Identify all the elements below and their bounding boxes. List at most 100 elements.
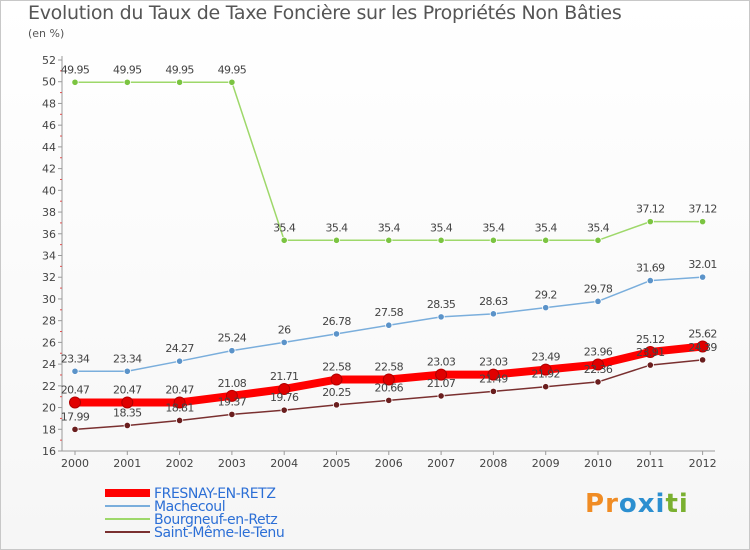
y-tick-label: 34 — [42, 250, 56, 263]
data-point-fresnay-en-retz — [382, 373, 395, 386]
x-tick-label: 2002 — [166, 457, 194, 470]
y-tick-label: 30 — [42, 293, 56, 306]
data-point-saint-me-me-le-tenu — [594, 378, 602, 386]
legend-label: Saint-Même-le-Tenu — [154, 525, 284, 541]
data-label-bourgneuf-en-retz: 35.4 — [325, 221, 348, 234]
data-point-fresnay-en-retz — [644, 345, 657, 358]
data-point-bourgneuf-en-retz — [646, 218, 654, 226]
data-point-bourgneuf-en-retz — [176, 78, 184, 86]
y-tick-label: 50 — [42, 76, 56, 89]
data-point-fresnay-en-retz — [435, 368, 448, 381]
data-point-machecoul — [280, 338, 288, 346]
data-label-fresnay-en-retz: 21.71 — [270, 370, 299, 383]
data-point-machecoul — [123, 367, 131, 375]
data-point-machecoul — [594, 297, 602, 305]
data-point-machecoul — [71, 367, 79, 375]
data-label-saint-me-me-le-tenu: 17.99 — [61, 410, 90, 423]
x-tick-label: 2006 — [375, 457, 403, 470]
data-label-machecoul: 25.24 — [218, 332, 247, 345]
data-point-bourgneuf-en-retz — [123, 78, 131, 86]
data-label-fresnay-en-retz: 23.49 — [531, 351, 560, 364]
data-point-fresnay-en-retz — [696, 340, 709, 353]
data-point-bourgneuf-en-retz — [437, 236, 445, 244]
data-label-saint-me-me-le-tenu: 21.49 — [479, 372, 508, 385]
brand-logo-letter: x — [637, 489, 656, 519]
x-tick-label: 2008 — [479, 457, 507, 470]
y-tick-label: 36 — [42, 228, 56, 241]
data-label-machecoul: 28.63 — [479, 295, 508, 308]
x-tick-label: 2012 — [689, 457, 717, 470]
data-point-saint-me-me-le-tenu — [332, 401, 341, 409]
data-point-bourgneuf-en-retz — [489, 236, 497, 244]
data-label-bourgneuf-en-retz: 35.4 — [587, 221, 610, 234]
data-point-fresnay-en-retz — [330, 373, 343, 386]
y-tick-label: 48 — [42, 97, 56, 110]
brand-logo-letter: i — [678, 489, 689, 519]
legend-label: Bourgneuf-en-Retz — [154, 512, 277, 528]
y-unit-label: (en %) — [28, 27, 65, 40]
data-label-bourgneuf-en-retz: 35.4 — [273, 221, 296, 234]
data-label-bourgneuf-en-retz: 35.4 — [378, 221, 401, 234]
y-tick-label: 40 — [42, 184, 56, 197]
data-label-fresnay-en-retz: 20.47 — [113, 383, 142, 396]
brand-logo-letter: P — [585, 489, 606, 519]
data-point-bourgneuf-en-retz — [542, 236, 550, 244]
series-line-bourgneuf-en-retz — [74, 81, 704, 242]
data-point-machecoul — [698, 273, 707, 281]
data-label-machecoul: 31.69 — [636, 262, 665, 275]
data-point-bourgneuf-en-retz — [71, 78, 79, 86]
data-label-bourgneuf-en-retz: 37.12 — [688, 203, 717, 216]
y-tick-label: 18 — [42, 423, 56, 436]
data-point-fresnay-en-retz — [173, 396, 186, 409]
y-tick-label: 32 — [42, 271, 56, 284]
data-point-machecoul — [437, 313, 445, 321]
data-label-machecoul: 26 — [278, 323, 291, 336]
data-label-bourgneuf-en-retz: 37.12 — [636, 203, 665, 216]
data-point-saint-me-me-le-tenu — [228, 410, 236, 418]
data-label-machecoul: 24.27 — [165, 342, 194, 355]
x-tick-label: 2001 — [113, 457, 141, 470]
y-tick-label: 22 — [42, 380, 56, 393]
y-tick-label: 24 — [42, 358, 56, 371]
data-point-bourgneuf-en-retz — [332, 236, 341, 244]
data-point-bourgneuf-en-retz — [698, 218, 707, 226]
data-label-fresnay-en-retz: 23.03 — [479, 356, 508, 369]
y-tick-label: 16 — [42, 445, 56, 458]
data-point-machecoul — [332, 330, 341, 338]
data-label-saint-me-me-le-tenu: 24.39 — [688, 341, 717, 354]
data-point-fresnay-en-retz — [487, 368, 500, 381]
data-label-machecoul: 28.35 — [427, 298, 456, 311]
data-point-fresnay-en-retz — [225, 389, 238, 402]
brand-logo: Proxiti — [585, 489, 689, 519]
data-label-saint-me-me-le-tenu: 23.91 — [636, 346, 665, 359]
data-point-fresnay-en-retz — [278, 382, 291, 395]
data-point-machecoul — [489, 310, 497, 318]
data-point-bourgneuf-en-retz — [594, 236, 602, 244]
x-tick-label: 2004 — [270, 457, 298, 470]
data-point-fresnay-en-retz — [69, 396, 81, 409]
data-label-bourgneuf-en-retz: 35.4 — [482, 221, 505, 234]
x-tick-label: 2011 — [636, 457, 664, 470]
data-point-machecoul — [646, 276, 654, 285]
data-point-machecoul — [228, 347, 236, 355]
data-label-bourgneuf-en-retz: 49.95 — [165, 63, 194, 76]
data-label-bourgneuf-en-retz: 49.95 — [113, 63, 142, 76]
x-tick-label: 2010 — [584, 457, 612, 470]
data-label-saint-me-me-le-tenu: 19.37 — [218, 395, 247, 408]
data-point-saint-me-me-le-tenu — [385, 396, 393, 404]
data-point-saint-me-me-le-tenu — [698, 356, 707, 364]
data-label-bourgneuf-en-retz: 49.95 — [61, 63, 90, 76]
brand-logo-letter: i — [655, 489, 666, 519]
data-label-saint-me-me-le-tenu: 21.92 — [531, 368, 560, 381]
y-tick-label: 26 — [42, 336, 56, 349]
data-label-saint-me-me-le-tenu: 18.35 — [113, 406, 142, 419]
x-tick-label: 2009 — [532, 457, 560, 470]
y-tick-label: 46 — [42, 119, 56, 132]
data-point-saint-me-me-le-tenu — [176, 416, 184, 425]
data-label-machecoul: 27.58 — [375, 306, 404, 319]
data-label-machecoul: 23.34 — [61, 352, 90, 365]
x-tick-label: 2000 — [61, 457, 89, 470]
data-label-saint-me-me-le-tenu: 22.36 — [584, 363, 613, 376]
